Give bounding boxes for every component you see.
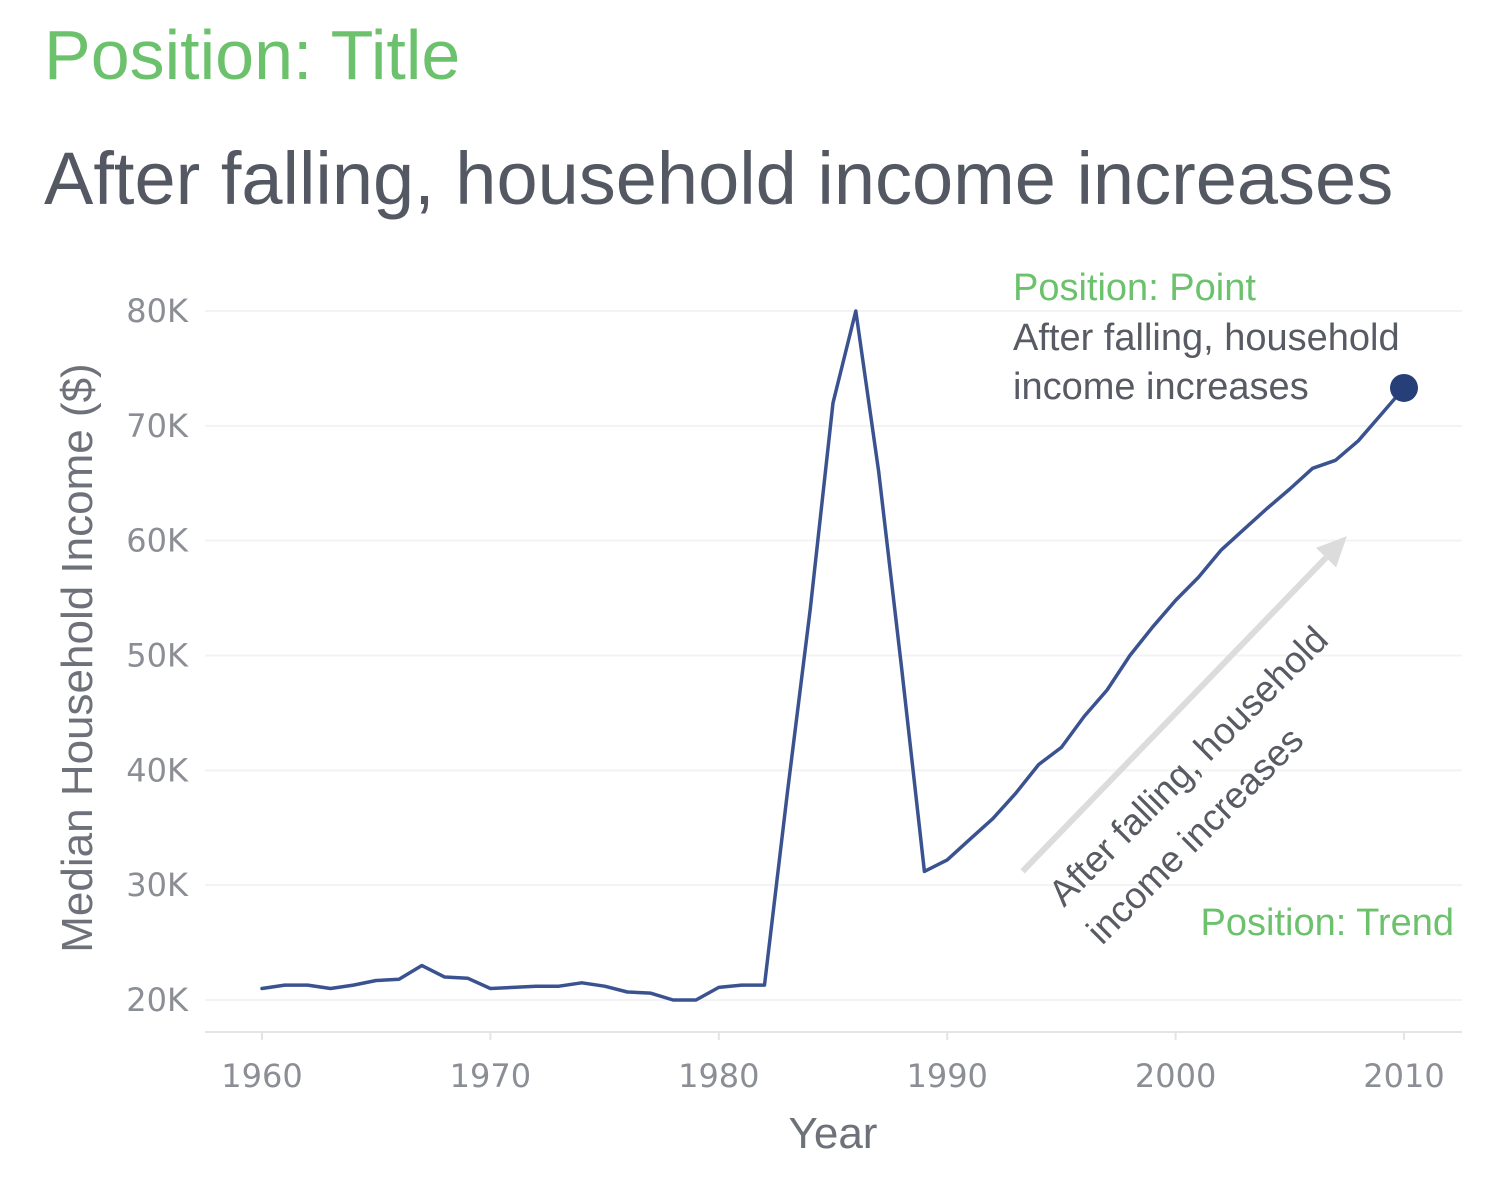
x-tick-label: 1980 <box>678 1057 759 1095</box>
x-tick-label: 1970 <box>450 1057 531 1095</box>
x-tick-label: 1960 <box>221 1057 302 1095</box>
y-tick-label: 60K <box>126 522 189 560</box>
y-tick-label: 40K <box>126 751 189 789</box>
income-series-line <box>260 309 1406 1002</box>
grid-lines <box>205 310 1462 1001</box>
x-tick-label: 2000 <box>1135 1057 1216 1095</box>
position-title-label: Position: Title <box>44 16 461 94</box>
point-annotation-line2: income increases <box>1013 366 1309 408</box>
y-tick-label: 30K <box>126 866 189 904</box>
y-tick-label: 50K <box>126 637 189 675</box>
y-tick-label: 80K <box>126 292 189 330</box>
x-tick-label: 1990 <box>906 1057 987 1095</box>
axes: 20K 30K 40K 50K 60K 70K 80K 1960 1970 1980 1990 200… <box>126 292 1462 1095</box>
y-tick-label: 70K <box>126 407 189 445</box>
series-layer <box>260 309 1418 1002</box>
position-trend-label: Position: Trend <box>1201 902 1454 944</box>
highlight-point <box>1390 373 1418 402</box>
trend-arrow-shaft <box>1020 555 1329 874</box>
x-axis-title: Year <box>789 1109 878 1158</box>
chart-title: After falling, household income increase… <box>44 137 1394 220</box>
y-tick-label: 20K <box>126 981 189 1019</box>
y-axis-title: Median Household Income ($) <box>53 363 102 952</box>
point-annotation-line1: After falling, household <box>1013 317 1400 359</box>
trend-annotation: After falling, household income increase… <box>1020 536 1454 952</box>
point-annotation: Position: Point After falling, household… <box>1013 267 1400 408</box>
axis-labels: Year Median Household Income ($) <box>53 363 877 1158</box>
x-tick-label: 2010 <box>1363 1057 1444 1095</box>
trend-arrow-head <box>1315 536 1347 568</box>
position-point-label: Position: Point <box>1013 267 1256 309</box>
